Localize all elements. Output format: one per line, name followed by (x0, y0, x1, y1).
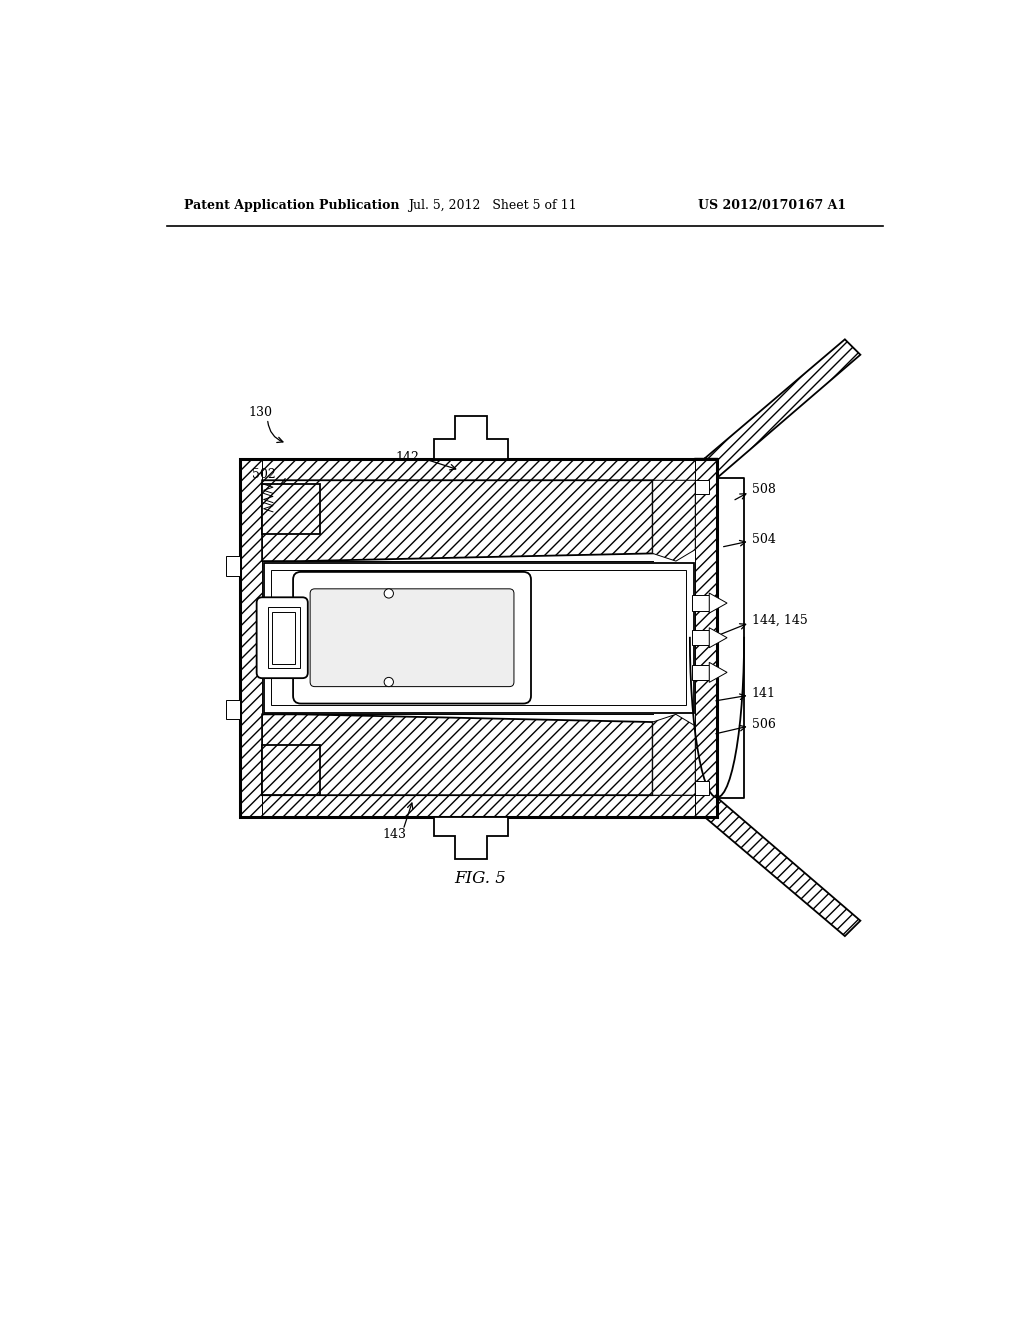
Text: Patent Application Publication: Patent Application Publication (183, 199, 399, 213)
Polygon shape (692, 665, 710, 680)
Bar (263, 562, 693, 713)
Text: 130: 130 (248, 407, 272, 420)
Polygon shape (262, 714, 652, 795)
Bar (262, 746, 321, 795)
Polygon shape (434, 416, 508, 459)
Text: 141: 141 (752, 686, 776, 700)
Text: 502: 502 (252, 467, 275, 480)
Polygon shape (710, 593, 727, 612)
FancyBboxPatch shape (293, 572, 531, 704)
Text: US 2012/0170167 A1: US 2012/0170167 A1 (697, 199, 846, 213)
Polygon shape (710, 663, 727, 682)
Text: 508: 508 (752, 483, 776, 496)
Polygon shape (652, 480, 695, 561)
Text: 144, 145: 144, 145 (752, 614, 808, 627)
Polygon shape (692, 630, 710, 645)
Bar (272, 612, 295, 664)
Polygon shape (226, 557, 241, 576)
Polygon shape (434, 817, 508, 859)
Polygon shape (226, 700, 241, 719)
Polygon shape (695, 781, 710, 795)
FancyBboxPatch shape (310, 589, 514, 686)
Text: 504: 504 (752, 533, 776, 546)
Bar (271, 570, 686, 705)
Polygon shape (695, 339, 860, 478)
Polygon shape (695, 797, 860, 936)
Text: 143: 143 (382, 828, 407, 841)
Polygon shape (695, 480, 710, 494)
Polygon shape (710, 628, 727, 648)
Polygon shape (692, 595, 710, 611)
Text: 142: 142 (395, 450, 419, 463)
Bar (241, 459, 262, 817)
Text: 506: 506 (752, 718, 776, 731)
Bar (267, 607, 300, 668)
Polygon shape (262, 480, 652, 561)
Circle shape (384, 677, 393, 686)
Polygon shape (652, 714, 695, 795)
Circle shape (384, 589, 393, 598)
Bar (695, 459, 717, 817)
Bar (262, 795, 695, 817)
Bar (262, 459, 695, 480)
FancyBboxPatch shape (257, 598, 308, 678)
Text: Jul. 5, 2012   Sheet 5 of 11: Jul. 5, 2012 Sheet 5 of 11 (409, 199, 578, 213)
Text: FIG. 5: FIG. 5 (455, 870, 507, 887)
Bar (262, 484, 321, 535)
